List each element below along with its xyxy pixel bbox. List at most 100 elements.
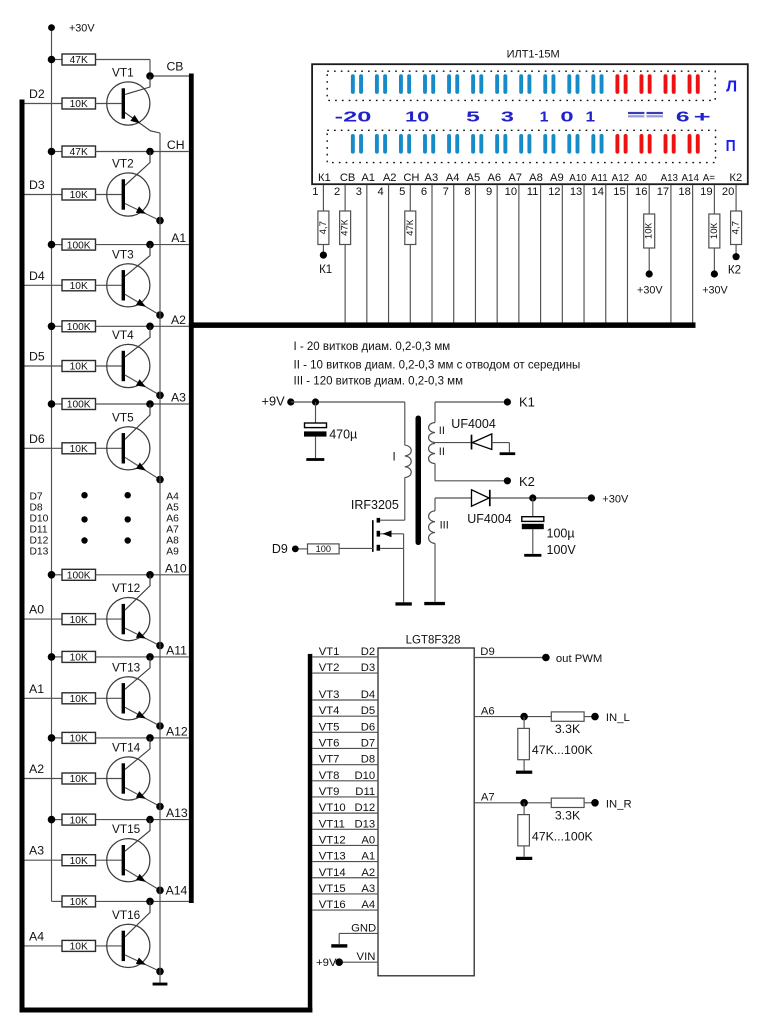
svg-text:VIN: VIN	[357, 951, 376, 963]
svg-text:15: 15	[613, 186, 625, 198]
svg-text:А2: А2	[383, 172, 397, 184]
svg-text:out PWM: out PWM	[556, 653, 602, 665]
svg-text:К1: К1	[318, 172, 331, 184]
svg-text:D9: D9	[272, 542, 288, 556]
svg-text:III - 120 витков диам. 0,2-0,3: III - 120 витков диам. 0,2-0,3 мм	[294, 376, 464, 388]
svg-text:4: 4	[377, 186, 383, 198]
svg-text:A3: A3	[361, 883, 375, 895]
svg-text:D10: D10	[354, 770, 375, 782]
svg-text:3: 3	[356, 186, 362, 198]
svg-text:A3: A3	[171, 391, 186, 405]
svg-text:VT4: VT4	[319, 705, 340, 717]
svg-text:VT14: VT14	[319, 867, 346, 879]
svg-text:1: 1	[586, 108, 596, 125]
svg-text:А10: А10	[569, 173, 587, 184]
svg-text:А13: А13	[661, 173, 679, 184]
svg-text:+30V: +30V	[702, 285, 728, 297]
svg-text:3.3K: 3.3K	[555, 722, 581, 736]
svg-text:А5: А5	[467, 172, 481, 184]
svg-text:18: 18	[678, 186, 690, 198]
svg-text:А11: А11	[591, 173, 608, 184]
svg-text:13: 13	[570, 186, 582, 198]
svg-text:D12: D12	[354, 802, 375, 814]
svg-text:СН: СН	[403, 172, 419, 184]
svg-text:10K: 10K	[70, 815, 88, 826]
svg-text:100V: 100V	[547, 543, 577, 557]
svg-text:K1: K1	[519, 395, 535, 410]
svg-text:VT8: VT8	[319, 770, 340, 782]
svg-text:D5: D5	[361, 705, 375, 717]
svg-text:VT10: VT10	[319, 802, 346, 814]
svg-text:2: 2	[334, 186, 340, 198]
svg-text:12: 12	[548, 186, 560, 198]
svg-text:D2: D2	[361, 646, 375, 658]
svg-text:+30V: +30V	[69, 23, 95, 35]
svg-text:A12: A12	[166, 724, 188, 738]
svg-text:A11: A11	[166, 643, 187, 657]
svg-text:UF4004: UF4004	[467, 512, 512, 526]
svg-text:A4: A4	[166, 491, 179, 502]
svg-text:16: 16	[635, 186, 647, 198]
svg-text:II: II	[439, 446, 445, 458]
svg-text:4,7: 4,7	[318, 221, 329, 234]
svg-text:K2: K2	[519, 474, 535, 489]
svg-text:D12: D12	[30, 536, 49, 547]
svg-text:10K: 10K	[70, 99, 88, 110]
svg-text:10K: 10K	[70, 281, 88, 292]
svg-text:D3: D3	[361, 662, 375, 674]
svg-text:D8: D8	[361, 754, 375, 766]
svg-text:VT6: VT6	[319, 737, 340, 749]
svg-text:CB: CB	[167, 59, 184, 73]
svg-text:47K...100K: 47K...100K	[532, 743, 594, 757]
svg-text:100µ: 100µ	[547, 527, 575, 541]
svg-text:А9: А9	[550, 172, 564, 184]
svg-text:D7: D7	[361, 737, 375, 749]
svg-text:VT2: VT2	[319, 662, 340, 674]
svg-text:10K: 10K	[70, 615, 88, 626]
svg-text:VT5: VT5	[112, 410, 134, 424]
svg-text:A1: A1	[361, 851, 375, 863]
svg-text:10K: 10K	[70, 362, 88, 373]
svg-text:10: 10	[505, 186, 517, 198]
svg-text:I: I	[393, 452, 396, 464]
svg-text:-20: -20	[335, 108, 372, 125]
svg-text:A14: A14	[166, 884, 188, 898]
svg-text:D3: D3	[29, 178, 45, 192]
svg-text:D10: D10	[30, 513, 49, 524]
svg-text:47К: 47К	[340, 219, 351, 236]
svg-text:10K: 10K	[70, 897, 88, 908]
svg-text:100K: 100K	[67, 322, 91, 333]
svg-text:6: 6	[676, 108, 690, 125]
svg-text:100: 100	[316, 544, 331, 554]
svg-text:100K: 100K	[67, 240, 91, 251]
svg-text:VT7: VT7	[319, 754, 340, 766]
svg-text:А4: А4	[446, 172, 460, 184]
svg-text:A1: A1	[29, 682, 44, 696]
svg-text:A13: A13	[166, 806, 188, 820]
svg-text:IRF3205: IRF3205	[351, 498, 399, 512]
svg-text:A6: A6	[481, 705, 495, 717]
svg-text:VT12: VT12	[319, 834, 346, 846]
svg-text:А12: А12	[612, 173, 629, 184]
svg-text:5: 5	[466, 108, 480, 125]
svg-text:D4: D4	[29, 269, 45, 283]
svg-text:10K: 10K	[70, 444, 88, 455]
svg-text:A5: A5	[166, 502, 179, 513]
svg-text:A0: A0	[361, 834, 375, 846]
svg-text:10K: 10K	[70, 694, 88, 705]
svg-text:3.3K: 3.3K	[555, 808, 581, 822]
svg-text:A9: A9	[166, 547, 179, 558]
svg-text:100K: 100K	[67, 571, 91, 582]
svg-text:+30V: +30V	[637, 285, 663, 297]
svg-text:10К: 10К	[709, 222, 720, 239]
svg-text:19: 19	[700, 186, 712, 198]
svg-text:VT15: VT15	[112, 822, 141, 836]
svg-text:47K: 47K	[70, 55, 88, 66]
svg-text:10K: 10K	[70, 774, 88, 785]
svg-text:47K: 47K	[70, 147, 88, 158]
svg-text:VT1: VT1	[112, 66, 134, 80]
svg-text:VT1: VT1	[319, 646, 340, 658]
svg-text:А0: А0	[635, 173, 648, 184]
svg-text:1: 1	[540, 108, 549, 125]
svg-text:VT16: VT16	[112, 908, 141, 922]
